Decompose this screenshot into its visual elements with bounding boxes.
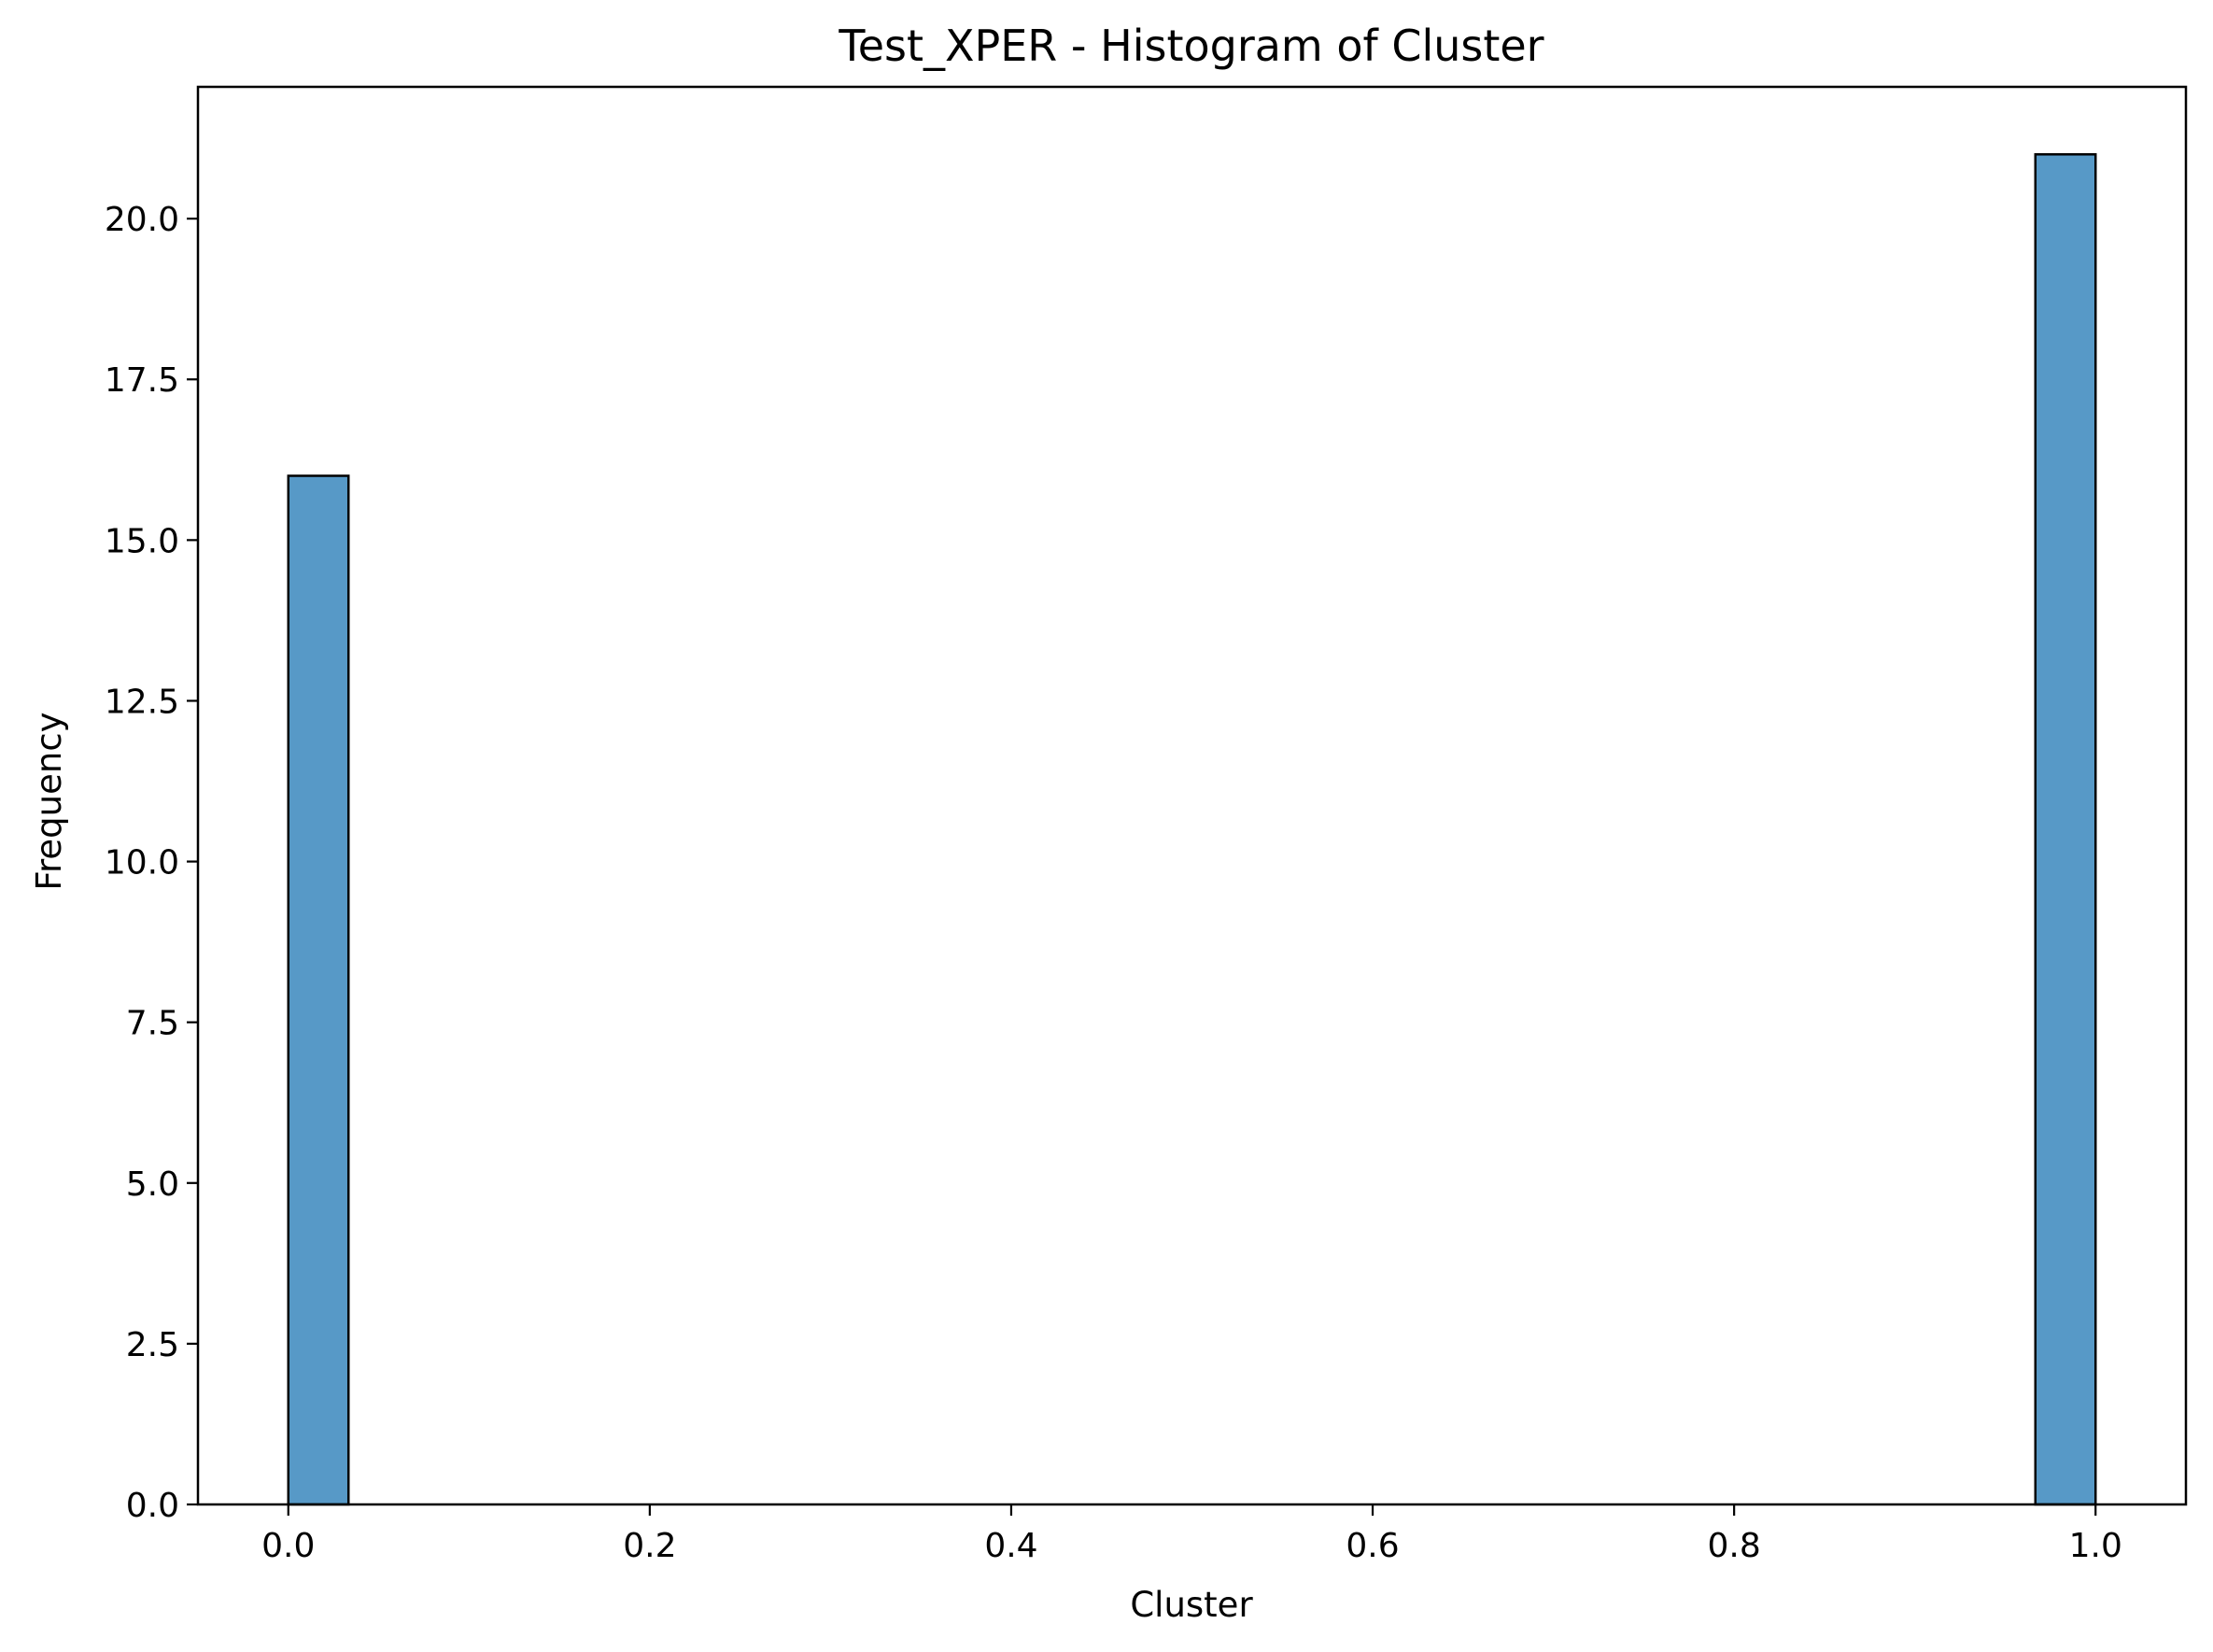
x-tick-label: 0.2 bbox=[623, 1527, 676, 1565]
plot-area bbox=[198, 87, 2186, 1504]
x-tick-label: 0.0 bbox=[261, 1527, 315, 1565]
x-tick-label: 0.8 bbox=[1708, 1527, 1761, 1565]
y-tick-label: 0.0 bbox=[126, 1487, 179, 1525]
chart-title: Test_XPER - Histogram of Cluster bbox=[838, 21, 1543, 71]
axes-frame bbox=[196, 85, 2188, 1506]
y-tick-label: 20.0 bbox=[105, 201, 179, 239]
histogram-bar-1 bbox=[2034, 153, 2097, 1506]
y-axis: 0.0 2.5 5.0 7.5 10.0 12.5 15.0 17.5 20.0 bbox=[105, 201, 198, 1525]
x-axis: 0.0 0.2 0.4 0.6 0.8 1.0 bbox=[261, 1504, 2122, 1565]
y-tick-label: 15.0 bbox=[105, 522, 179, 560]
x-tick-label: 0.6 bbox=[1346, 1527, 1399, 1565]
y-tick-label: 5.0 bbox=[126, 1165, 179, 1204]
y-tick-label: 17.5 bbox=[105, 361, 179, 400]
bars bbox=[287, 153, 2097, 1506]
histogram-bar-0 bbox=[287, 474, 350, 1506]
y-tick-label: 12.5 bbox=[105, 683, 179, 721]
y-tick-label: 7.5 bbox=[126, 1005, 179, 1043]
y-tick-label: 10.0 bbox=[105, 844, 179, 882]
x-tick-label: 0.4 bbox=[984, 1527, 1037, 1565]
y-tick-label: 2.5 bbox=[126, 1326, 179, 1364]
plot-background bbox=[198, 87, 2186, 1504]
x-axis-label: Cluster bbox=[1130, 1585, 1253, 1625]
x-tick-label: 1.0 bbox=[2069, 1527, 2122, 1565]
y-axis-label: Frequency bbox=[29, 712, 69, 890]
